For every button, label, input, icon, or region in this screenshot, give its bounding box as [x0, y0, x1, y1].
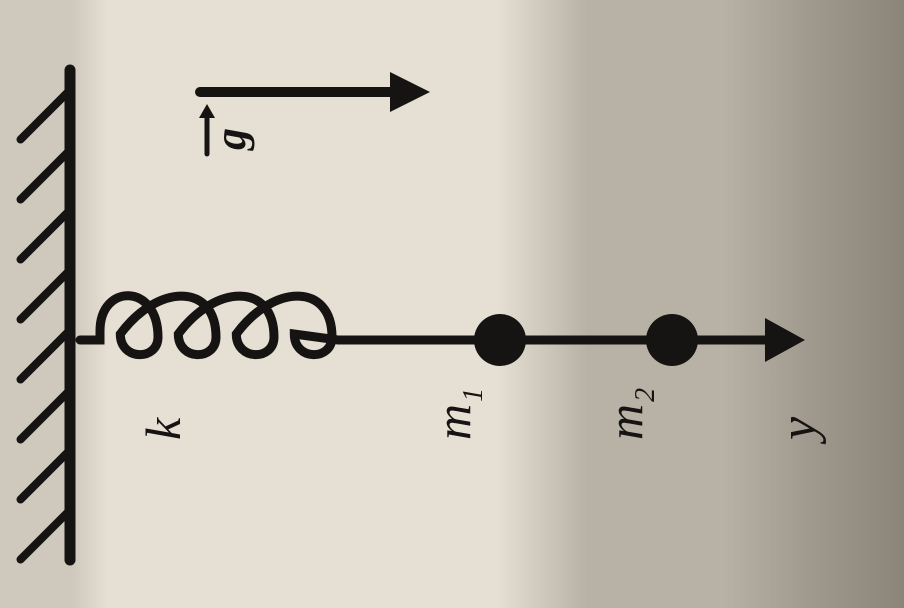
physics-diagram: g k m1 m2 y [0, 0, 904, 608]
y-axis-arrowhead [765, 318, 805, 362]
mass-m1 [474, 314, 526, 366]
fixed-support-hatching [21, 90, 70, 559]
masses-group: m1 m2 [425, 314, 698, 440]
mass-label-m2: m2 [597, 388, 661, 440]
mass-label-m1: m1 [425, 388, 489, 440]
spring-label: k [135, 417, 191, 440]
mass-m2 [646, 314, 698, 366]
gravity-arrow: g [199, 72, 430, 154]
y-axis-label: y [770, 416, 827, 445]
spring [80, 296, 345, 355]
gravity-label: g [206, 128, 255, 151]
